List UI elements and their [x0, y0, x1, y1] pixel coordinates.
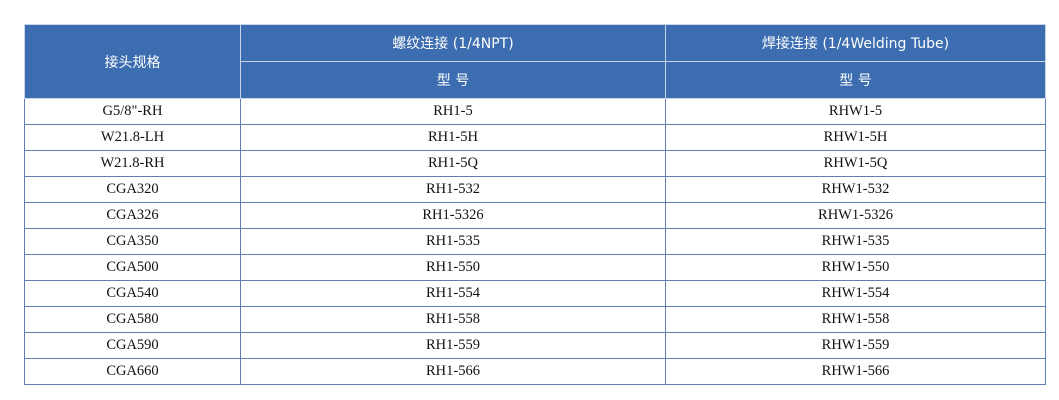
- cell-weld-model: RHW1-5: [665, 98, 1046, 125]
- cell-weld-model: RHW1-535: [665, 228, 1046, 255]
- cell-spec: W21.8-LH: [24, 124, 241, 151]
- connector-spec-table: 接头规格 螺纹连接 (1/4NPT) 焊接连接 (1/4Welding Tube…: [24, 24, 1046, 385]
- cell-spec: CGA540: [24, 280, 241, 307]
- table-row: W21.8-LH RH1-5H RHW1-5H: [24, 124, 1046, 151]
- cell-spec: CGA500: [24, 254, 241, 281]
- cell-thread-model: RH1-554: [240, 280, 666, 307]
- table-row: CGA660 RH1-566 RHW1-566: [24, 358, 1046, 385]
- table-row: CGA320 RH1-532 RHW1-532: [24, 176, 1046, 203]
- header-model-weld: 型 号: [665, 61, 1046, 99]
- cell-spec: CGA350: [24, 228, 241, 255]
- cell-spec: W21.8-RH: [24, 150, 241, 177]
- table-row: CGA540 RH1-554 RHW1-554: [24, 280, 1046, 307]
- cell-thread-model: RH1-5: [240, 98, 666, 125]
- cell-spec: CGA326: [24, 202, 241, 229]
- cell-weld-model: RHW1-5326: [665, 202, 1046, 229]
- table-row: W21.8-RH RH1-5Q RHW1-5Q: [24, 150, 1046, 177]
- cell-spec: CGA580: [24, 306, 241, 333]
- table-row: CGA500 RH1-550 RHW1-550: [24, 254, 1046, 281]
- cell-thread-model: RH1-566: [240, 358, 666, 385]
- header-model-thread: 型 号: [240, 61, 666, 99]
- header-weld: 焊接连接 (1/4Welding Tube): [665, 24, 1046, 62]
- cell-weld-model: RHW1-5H: [665, 124, 1046, 151]
- header-thread: 螺纹连接 (1/4NPT): [240, 24, 666, 62]
- cell-thread-model: RH1-5H: [240, 124, 666, 151]
- cell-spec: G5/8"-RH: [24, 98, 241, 125]
- cell-spec: CGA590: [24, 332, 241, 359]
- cell-thread-model: RH1-532: [240, 176, 666, 203]
- table-row: CGA590 RH1-559 RHW1-559: [24, 332, 1046, 359]
- cell-spec: CGA660: [24, 358, 241, 385]
- cell-thread-model: RH1-559: [240, 332, 666, 359]
- cell-thread-model: RH1-535: [240, 228, 666, 255]
- cell-weld-model: RHW1-566: [665, 358, 1046, 385]
- cell-thread-model: RH1-558: [240, 306, 666, 333]
- cell-weld-model: RHW1-550: [665, 254, 1046, 281]
- cell-thread-model: RH1-550: [240, 254, 666, 281]
- cell-weld-model: RHW1-554: [665, 280, 1046, 307]
- cell-spec: CGA320: [24, 176, 241, 203]
- table-row: CGA580 RH1-558 RHW1-558: [24, 306, 1046, 333]
- cell-weld-model: RHW1-559: [665, 332, 1046, 359]
- table-row: CGA326 RH1-5326 RHW1-5326: [24, 202, 1046, 229]
- cell-thread-model: RH1-5326: [240, 202, 666, 229]
- cell-weld-model: RHW1-5Q: [665, 150, 1046, 177]
- table-row: CGA350 RH1-535 RHW1-535: [24, 228, 1046, 255]
- cell-thread-model: RH1-5Q: [240, 150, 666, 177]
- table-row: G5/8"-RH RH1-5 RHW1-5: [24, 98, 1046, 125]
- cell-weld-model: RHW1-532: [665, 176, 1046, 203]
- cell-weld-model: RHW1-558: [665, 306, 1046, 333]
- header-spec: 接头规格: [24, 24, 241, 99]
